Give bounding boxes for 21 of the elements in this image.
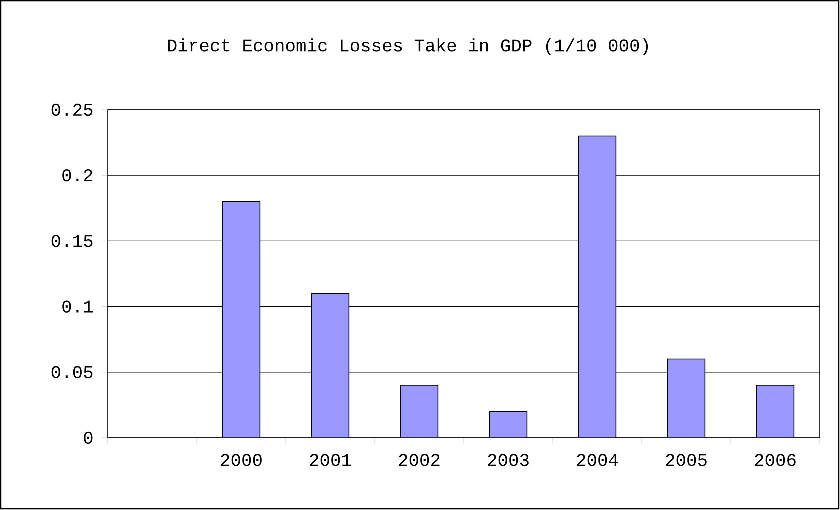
bar — [311, 293, 350, 438]
y-tick-label: 0.2 — [62, 170, 93, 182]
x-tick-label: 2006 — [755, 454, 796, 466]
y-tick-label: 0.25 — [52, 104, 93, 116]
y-tick-label: 0 — [84, 432, 93, 444]
x-tick-label: 2003 — [488, 454, 529, 466]
x-tick-label: 2001 — [310, 454, 352, 466]
bar — [489, 411, 528, 438]
y-tick-label: 0.05 — [52, 366, 93, 378]
bar — [222, 201, 261, 438]
bar — [667, 358, 706, 438]
x-tick-label: 2005 — [666, 454, 707, 466]
x-tick-label: 2000 — [221, 454, 262, 466]
bar — [400, 385, 439, 438]
x-tick-label: 2004 — [577, 454, 618, 466]
bar — [578, 136, 617, 438]
y-tick-label: 0.1 — [62, 300, 93, 313]
bar — [756, 385, 795, 438]
x-tick-label: 2002 — [399, 454, 440, 466]
y-tick-label: 0.15 — [52, 235, 93, 248]
chart-title: Direct Economic Losses Take in GDP (1/10 000) — [168, 38, 648, 56]
